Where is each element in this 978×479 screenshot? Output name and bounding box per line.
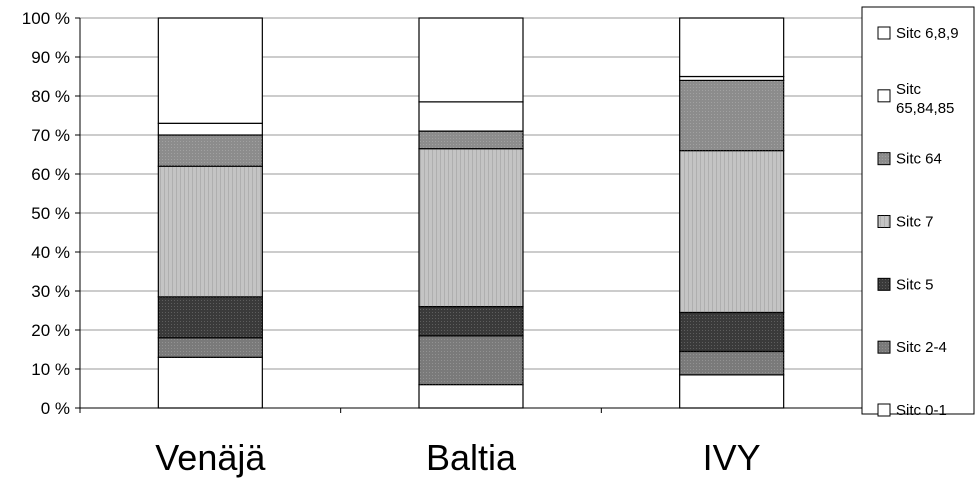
y-tick-label: 70 % xyxy=(31,126,70,145)
legend-label-sitc-64: Sitc 64 xyxy=(896,151,942,168)
bar-segment-texture xyxy=(158,135,263,167)
y-tick-label: 60 % xyxy=(31,165,70,184)
bar-segment-texture xyxy=(158,337,263,358)
legend-swatch-sitc-0-1 xyxy=(877,403,891,417)
legend-swatch-texture xyxy=(878,341,890,354)
y-tick-label: 100 % xyxy=(22,9,70,28)
y-tick-label: 50 % xyxy=(31,204,70,223)
y-tick-label: 30 % xyxy=(31,282,70,301)
legend-label-sitc-0-1: Sitc 0-1 xyxy=(896,402,947,419)
y-tick-label: 80 % xyxy=(31,87,70,106)
legend-swatch-texture xyxy=(878,152,890,165)
y-tick-label: 40 % xyxy=(31,243,70,262)
bar-segment-texture xyxy=(679,80,784,151)
bar-segment-sitc-6-8-9-baltia xyxy=(418,17,524,103)
bar-segment-sitc-65-84-85-baltia xyxy=(418,101,524,132)
legend-swatch-texture xyxy=(878,215,890,228)
y-tick-label: 90 % xyxy=(31,48,70,67)
bar-segment-sitc-6-8-9-ivy xyxy=(679,17,785,78)
legend-label-sitc-5: Sitc 5 xyxy=(896,276,934,293)
axis-labels: 0 % 10 % 20 % 30 % 40 % 50 % 60 % 70 % 80 % 90 % 1… xyxy=(22,9,761,478)
legend: Sitc 6,8,9 Sitc 65,84,85 Sitc 64 Sitc 7 Sitc … xyxy=(861,6,975,419)
bar-segment-texture xyxy=(419,131,523,149)
bar-segment-texture xyxy=(419,335,523,385)
legend-swatch-sitc-65-84-85 xyxy=(877,89,891,103)
legend-label-sitc-6-8-9: Sitc 6,8,9 xyxy=(896,25,959,42)
bar-segment-sitc-65-84-85-ven-j xyxy=(157,122,263,136)
bar-segment-texture xyxy=(679,351,784,375)
legend-swatch-sitc-6-8-9 xyxy=(877,26,891,40)
bars xyxy=(157,17,785,409)
legend-label-sitc-7: Sitc 7 xyxy=(896,214,934,231)
x-category-label: Baltia xyxy=(426,437,517,478)
y-tick-label: 10 % xyxy=(31,360,70,379)
bar-segment-texture xyxy=(158,296,263,338)
x-category-label: Venäjä xyxy=(155,437,266,478)
bar-segment-texture xyxy=(158,166,263,297)
bar-segment-texture xyxy=(419,148,523,307)
x-category-label: IVY xyxy=(703,437,761,478)
bar-segment-texture xyxy=(679,312,784,352)
bar-segment-sitc-0-1-ivy xyxy=(679,374,785,409)
bar-segment-texture xyxy=(679,150,784,313)
legend-label-sitc-2-4: Sitc 2-4 xyxy=(896,339,947,356)
y-tick-label: 0 % xyxy=(41,399,70,418)
legend-label-sitc-65-84-85: Sitc 65,84,85 xyxy=(896,81,954,117)
legend-swatch-texture xyxy=(878,278,890,291)
bar-segment-texture xyxy=(419,306,523,336)
bar-segment-sitc-0-1-baltia xyxy=(418,384,524,409)
bar-segment-sitc-0-1-ven-j xyxy=(157,356,263,409)
bar-segment-sitc-6-8-9-ven-j xyxy=(157,17,263,124)
y-tick-label: 20 % xyxy=(31,321,70,340)
